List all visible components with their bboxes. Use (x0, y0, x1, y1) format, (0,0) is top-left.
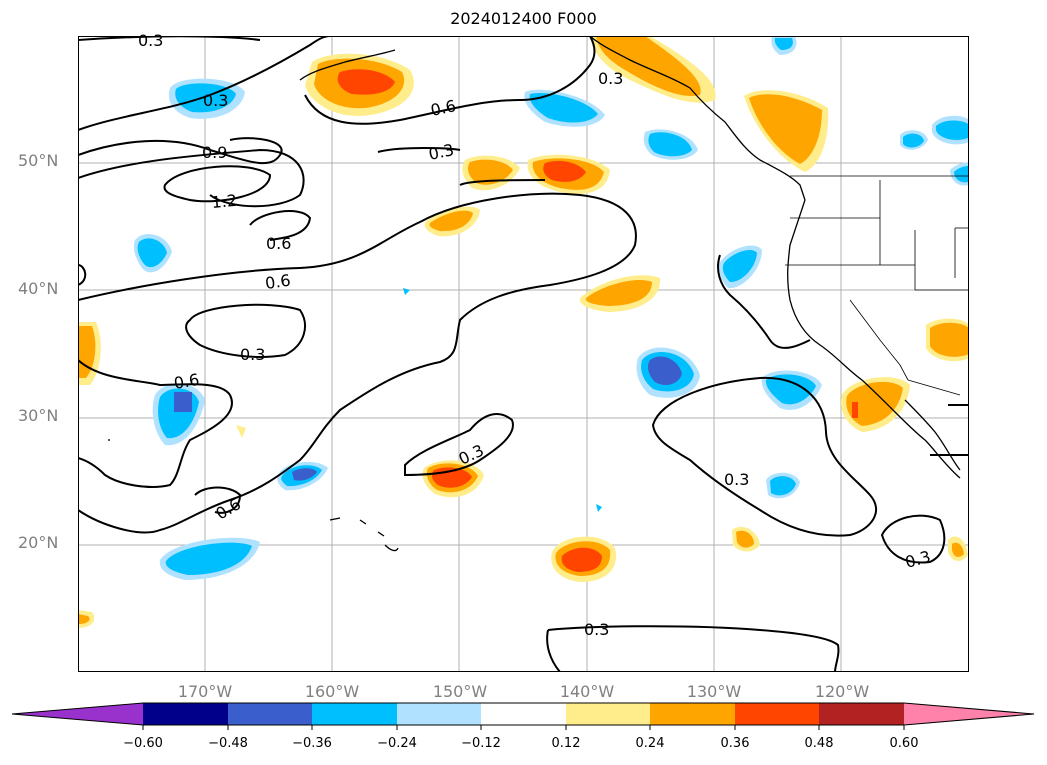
anomaly-blob (765, 374, 816, 405)
colorbar-tick-label: −0.60 (123, 736, 163, 751)
colorbar-tick-label: 0.60 (889, 736, 919, 751)
anomaly-blob (174, 392, 192, 412)
positive-anomaly-shading (78, 36, 969, 628)
lat-label-20n: 20°N (18, 533, 59, 552)
contour-label: 0.6 (429, 96, 458, 120)
colorbar-tick-label: −0.48 (208, 736, 248, 751)
colorbar-bin (650, 703, 735, 725)
colorbar-bin (143, 703, 228, 725)
map-frame (78, 36, 969, 672)
colorbar-bin (312, 703, 397, 725)
graticule (78, 36, 969, 672)
lon-label-160w: 160°W (304, 682, 360, 701)
anomaly-blob (722, 249, 757, 283)
colorbar-bin (481, 703, 566, 725)
contour-label: 0.3 (240, 345, 265, 364)
anomaly-blob (561, 547, 602, 572)
anomaly-blob (903, 133, 924, 148)
anomaly-blob (429, 210, 473, 232)
anomaly-blob (846, 381, 903, 426)
anomaly-blob (770, 476, 796, 496)
colorbar-bin (735, 703, 819, 725)
anomaly-blob (236, 425, 246, 438)
anomaly-blob (647, 356, 682, 386)
coastlines (108, 36, 961, 552)
colorbar-tick-label: −0.24 (377, 736, 417, 751)
anomaly-blob (596, 36, 701, 96)
anomaly-blob (468, 159, 513, 185)
anomaly-blob (852, 402, 858, 418)
contour-label: 0.6 (172, 370, 200, 393)
lon-label-130w: 130°W (686, 682, 742, 701)
colorbar (11, 702, 1035, 730)
anomaly-blob (736, 530, 754, 548)
contour-label: 0.9 (202, 143, 227, 162)
colorbar-tick-label: 0.12 (551, 736, 581, 751)
anomaly-blob (543, 160, 586, 182)
lon-label-140w: 140°W (559, 682, 615, 701)
contour-label: 0.3 (203, 91, 228, 110)
colorbar-tick-label: 0.36 (720, 736, 750, 751)
lat-label-40n: 40°N (18, 279, 59, 298)
colorbar-tick-label: 0.48 (804, 736, 834, 751)
anomaly-blob (165, 542, 252, 575)
colorbar-extend-low (12, 703, 143, 725)
contour-label: 0.6 (264, 271, 292, 293)
contour-label: 0.3 (598, 69, 623, 88)
anomaly-blob (292, 468, 317, 481)
lon-label-170w: 170°W (177, 682, 233, 701)
anomaly-blob (403, 288, 410, 295)
contour-label: 0.3 (724, 470, 749, 489)
lon-label-120w: 120°W (814, 682, 870, 701)
colorbar-bin (819, 703, 904, 725)
anomaly-blob (596, 504, 602, 512)
anomaly-blob (585, 279, 652, 306)
anomaly-blob (137, 238, 167, 268)
contour-lines (78, 36, 969, 672)
colorbar-tick-label: −0.12 (461, 736, 501, 751)
contour-label: 0.6 (266, 234, 291, 253)
anomaly-blob (930, 322, 969, 357)
anomaly-blob (648, 132, 692, 157)
contour-label: 0.3 (427, 140, 456, 164)
colorbar-bin (566, 703, 650, 725)
anomaly-blob (774, 38, 793, 50)
contour-label: 0.3 (138, 31, 163, 50)
colorbar-tick-label: −0.36 (292, 736, 332, 751)
colorbar-tick-label: 0.24 (635, 736, 665, 751)
negative-anomaly-shading (133, 36, 969, 580)
lat-label-50n: 50°N (18, 151, 59, 170)
map-title: 2024012400 F000 (450, 9, 597, 28)
lon-label-150w: 150°W (432, 682, 488, 701)
colorbar-extend-high (904, 703, 1034, 725)
anomaly-blob (337, 69, 395, 95)
colorbar-bin (397, 703, 481, 725)
anomaly-blob (936, 120, 968, 141)
contour-label: 1.2 (211, 191, 238, 212)
colorbar-bin (228, 703, 312, 725)
political-borders (785, 175, 969, 396)
anomaly-blob (954, 166, 968, 183)
anomaly-blob (749, 94, 822, 164)
lat-label-30n: 30°N (18, 406, 59, 425)
anomaly-blob (78, 614, 90, 624)
contour-label: 0.3 (584, 620, 609, 639)
anomaly-blob (529, 92, 598, 123)
anomaly-blob (952, 542, 964, 557)
anomaly-blob (78, 326, 96, 378)
